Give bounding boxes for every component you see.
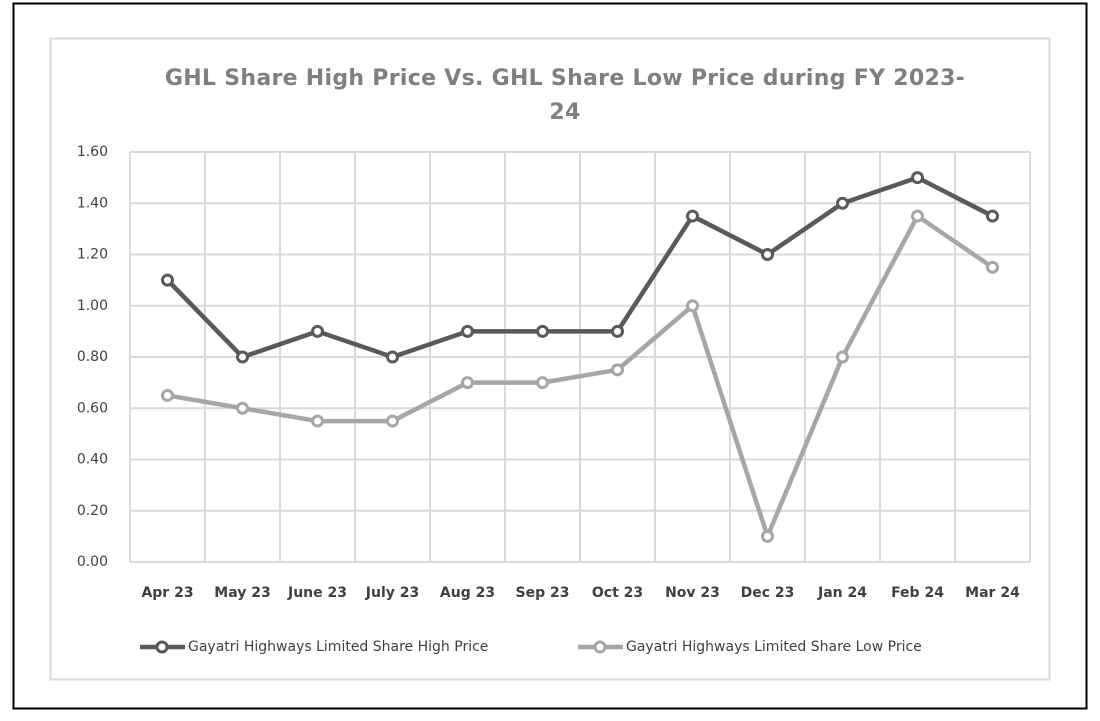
outer-border xyxy=(12,2,1088,710)
line-marker xyxy=(311,324,324,338)
x-tick-label: Aug 23 xyxy=(440,585,495,601)
line-marker xyxy=(236,350,249,364)
line-marker xyxy=(611,324,624,338)
line-marker xyxy=(461,376,474,390)
legend-marker xyxy=(593,640,607,654)
line-marker xyxy=(686,299,699,313)
y-tick-label: 0.60 xyxy=(77,400,108,416)
line-series xyxy=(167,213,994,539)
y-tick-label: 0.80 xyxy=(77,349,108,365)
y-tick-label: 0.20 xyxy=(77,503,108,519)
x-tick-label: Sep 23 xyxy=(516,585,570,601)
line-marker xyxy=(161,273,174,287)
x-tick-label: May 23 xyxy=(214,585,270,601)
y-tick-label: 1.20 xyxy=(77,247,108,263)
x-tick-label: Mar 24 xyxy=(965,585,1020,601)
y-tick-label: 1.40 xyxy=(77,195,108,211)
legend-label: Gayatri Highways Limited Share Low Price xyxy=(626,639,922,655)
legend-label: Gayatri Highways Limited Share High Pric… xyxy=(188,639,488,655)
x-tick-label: Jan 24 xyxy=(817,585,867,601)
y-tick-label: 1.00 xyxy=(77,298,108,314)
line-marker xyxy=(911,171,924,185)
line-marker xyxy=(461,324,474,338)
y-tick-label: 0.40 xyxy=(77,452,108,468)
line-marker xyxy=(761,529,774,543)
x-tick-label: Oct 23 xyxy=(592,585,643,601)
x-tick-label: Dec 23 xyxy=(741,585,795,601)
line-marker xyxy=(386,414,399,428)
legend-marker xyxy=(155,640,169,654)
chart-title: GHL Share High Price Vs. GHL Share Low P… xyxy=(164,66,966,125)
line-marker xyxy=(386,350,399,364)
chart-border xyxy=(49,37,1051,681)
line-marker xyxy=(986,260,999,274)
line-series xyxy=(165,175,994,360)
x-tick-label: Nov 23 xyxy=(665,585,720,601)
line-marker xyxy=(986,209,999,223)
x-tick-label: Apr 23 xyxy=(141,585,193,601)
line-marker xyxy=(536,376,549,390)
y-tick-label: 0.00 xyxy=(77,554,108,570)
line-marker xyxy=(836,196,849,210)
line-marker xyxy=(686,209,699,223)
line-marker xyxy=(236,401,249,415)
line-marker xyxy=(536,324,549,338)
line-marker xyxy=(611,363,624,377)
line-marker xyxy=(311,414,324,428)
x-tick-label: July 23 xyxy=(365,585,419,601)
line-marker xyxy=(836,350,849,364)
line-marker xyxy=(911,209,924,223)
line-marker xyxy=(161,388,174,402)
x-tick-label: Feb 24 xyxy=(891,585,944,601)
x-tick-label: June 23 xyxy=(287,585,347,601)
line-marker xyxy=(761,248,774,261)
y-tick-label: 1.60 xyxy=(77,144,108,160)
